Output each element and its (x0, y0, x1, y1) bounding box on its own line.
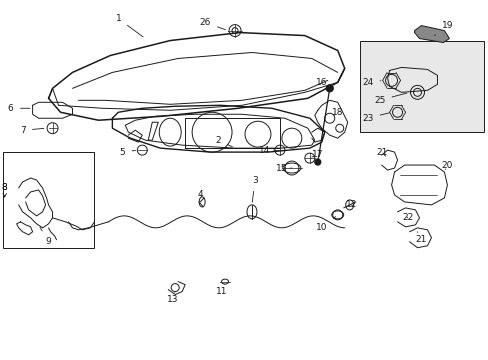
Text: 20: 20 (441, 161, 452, 170)
Text: 21: 21 (415, 232, 427, 244)
Circle shape (314, 159, 320, 165)
Text: 24: 24 (361, 78, 380, 87)
Text: 4: 4 (197, 190, 203, 199)
Text: 26: 26 (199, 18, 225, 30)
Text: 1: 1 (115, 14, 143, 37)
Text: 17: 17 (311, 150, 323, 159)
Text: 8: 8 (2, 184, 7, 197)
Text: 12: 12 (346, 201, 357, 210)
Text: 3: 3 (252, 176, 257, 202)
Text: 9: 9 (40, 227, 51, 246)
Text: 10: 10 (315, 217, 335, 232)
Text: 22: 22 (401, 213, 412, 222)
Text: 11: 11 (216, 284, 227, 296)
Text: 2: 2 (215, 136, 232, 147)
Text: 5: 5 (119, 148, 135, 157)
Text: 18: 18 (331, 108, 343, 117)
Text: 19: 19 (433, 21, 452, 36)
Text: 21: 21 (375, 148, 386, 157)
Text: 6: 6 (8, 104, 30, 113)
Text: 14: 14 (259, 145, 274, 154)
Circle shape (325, 85, 332, 92)
Polygon shape (414, 26, 448, 42)
Text: 16: 16 (315, 78, 327, 90)
Bar (359, 41, 483, 132)
Bar (2, 152, 94, 248)
Text: 15: 15 (276, 163, 291, 172)
Text: 23: 23 (361, 113, 388, 123)
Text: 7: 7 (20, 126, 44, 135)
Text: 8: 8 (2, 184, 7, 193)
Text: 13: 13 (166, 292, 178, 304)
Text: 25: 25 (373, 93, 406, 105)
